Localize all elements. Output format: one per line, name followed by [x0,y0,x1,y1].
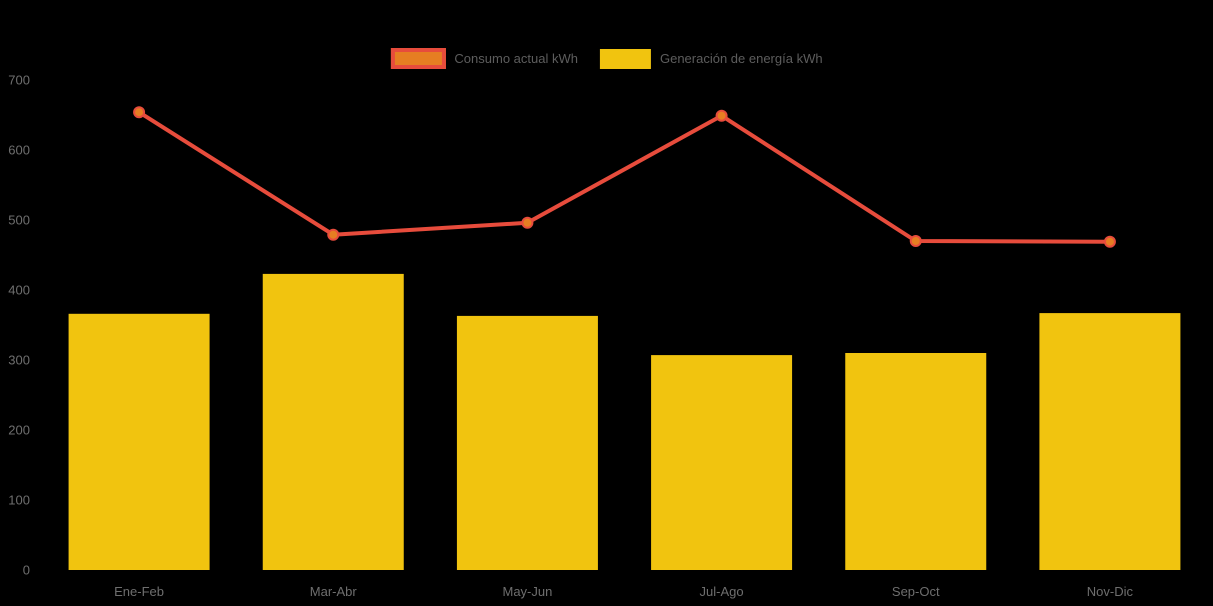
y-axis-tick-label: 700 [8,73,30,88]
x-axis-tick-label: Sep-Oct [892,584,940,599]
legend-label-consumo: Consumo actual kWh [454,51,578,66]
x-axis-tick-label: Nov-Dic [1087,584,1134,599]
y-axis-tick-label: 200 [8,423,30,438]
legend-swatch-line-icon [390,48,446,69]
y-axis-tick-label: 500 [8,213,30,228]
line-point-consumo[interactable] [909,235,922,247]
x-axis-tick-label: Jul-Ago [700,584,744,599]
line-point-consumo[interactable] [1103,235,1116,248]
x-axis-tick-label: May-Jun [502,584,552,599]
line-point-consumo[interactable] [133,106,146,119]
bar-generacion[interactable] [456,315,598,570]
y-axis-tick-label: 0 [23,563,30,578]
bar-generacion[interactable] [845,353,987,570]
bar-generacion[interactable] [68,313,210,570]
legend-swatch-bar-icon [599,48,651,69]
line-point-consumo[interactable] [327,228,340,241]
chart-legend: Consumo actual kWh Generación de energía… [390,48,823,69]
y-axis-tick-label: 600 [8,143,30,158]
line-point-consumo[interactable] [715,109,728,122]
legend-item-generacion[interactable]: Generación de energía kWh [599,48,823,69]
y-axis-tick-label: 100 [8,493,30,508]
y-axis-tick-label: 300 [8,353,30,368]
y-axis-tick-label: 400 [8,283,30,298]
bar-generacion[interactable] [262,273,404,570]
x-axis-tick-label: Ene-Feb [114,584,164,599]
line-point-consumo[interactable] [521,216,534,229]
legend-label-generacion: Generación de energía kWh [659,51,823,66]
bar-generacion[interactable] [651,355,793,570]
line-consumo [137,110,1112,244]
x-axis-tick-label: Mar-Abr [310,584,358,599]
bar-generacion[interactable] [1039,313,1181,570]
legend-item-consumo[interactable]: Consumo actual kWh [390,48,578,69]
